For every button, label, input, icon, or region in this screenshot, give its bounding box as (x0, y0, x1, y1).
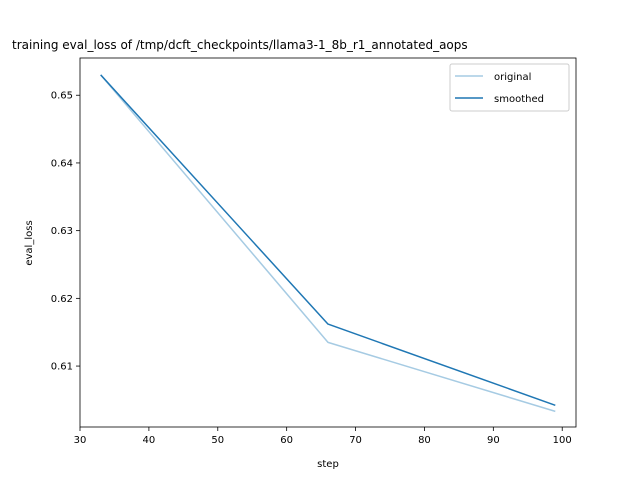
x-tick-label: 100 (553, 435, 572, 446)
y-axis: 0.61 0.62 0.63 0.64 0.65 (51, 91, 80, 373)
y-tick-label: 0.63 (51, 226, 73, 237)
x-tick-label: 60 (280, 435, 293, 446)
x-tick-label: 70 (349, 435, 362, 446)
y-tick-label: 0.64 (51, 158, 73, 169)
x-axis: 30 40 50 60 70 80 90 100 (74, 427, 572, 446)
y-tick-label: 0.61 (51, 362, 73, 373)
x-tick-label: 50 (211, 435, 224, 446)
series-line-smoothed (100, 74, 556, 407)
legend-label-original: original (494, 72, 531, 83)
x-axis-label: step (317, 459, 339, 470)
chart-title: training eval_loss of /tmp/dcft_checkpoi… (12, 38, 468, 52)
series-lines (100, 74, 556, 413)
legend: original smoothed (449, 63, 570, 112)
x-tick-label: 30 (74, 435, 87, 446)
series-line-original (100, 74, 556, 413)
legend-label-smoothed: smoothed (494, 94, 544, 105)
y-tick-label: 0.62 (51, 294, 73, 305)
y-axis-label: eval_loss (24, 220, 35, 265)
y-tick-label: 0.65 (51, 91, 73, 102)
x-tick-label: 80 (418, 435, 431, 446)
x-tick-label: 90 (487, 435, 500, 446)
plot-area (79, 57, 577, 428)
x-tick-label: 40 (143, 435, 156, 446)
